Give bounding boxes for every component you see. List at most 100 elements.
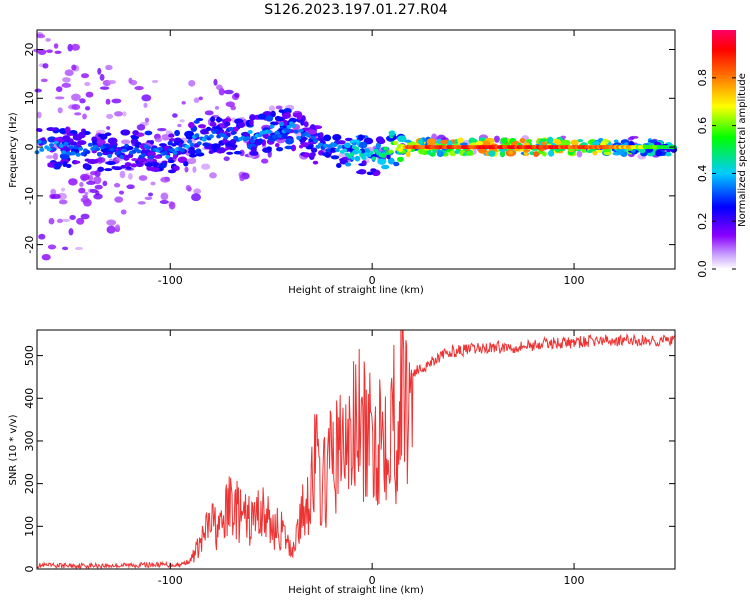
heatmap-band-blob [265,115,274,122]
heatmap-band-blob [339,158,345,162]
heatmap-band-blob [457,137,464,144]
heatmap-ridge-cell [148,155,154,160]
heatmap-y-label: Frequency (Hz) [8,112,19,188]
heatmap-noise-blob [192,166,197,173]
heatmap-ridge-cell [247,130,253,134]
heatmap-noise-blob [84,191,89,196]
heatmap-ridge-cell [276,134,282,139]
heatmap-band-blob [354,155,361,162]
heatmap-ridge-cell [305,133,311,138]
heatmap-noise-blob [113,183,121,188]
x-tick-label: 100 [564,574,585,587]
heatmap-band-blob [336,162,342,169]
heatmap-ridge-cell [354,146,360,151]
heatmap-ridge-cell [68,145,74,150]
colorbar-tick-label: 0.0 [696,260,709,278]
heatmap-band-blob [146,157,155,162]
y-tick-label: 400 [23,388,36,409]
heatmap-ridge-cell [361,155,367,160]
heatmap-noise-blob [51,193,61,200]
heatmap-band-blob [218,147,226,154]
heatmap-band-blob [404,139,412,143]
heatmap-noise-blob [576,150,583,158]
heatmap-ridge-cell [269,124,275,129]
heatmap-noise-blob [68,228,74,236]
heatmap-band-blob [648,139,658,143]
heatmap-noise-blob [144,117,150,123]
heatmap-band-blob [120,129,131,136]
heatmap-band-blob [533,151,540,158]
heatmap-band-blob [282,112,290,120]
heatmap-noise-blob [106,126,111,130]
heatmap-noise-blob [45,38,51,42]
heatmap-noise-blob [76,217,85,225]
heatmap-band-blob [193,120,200,124]
heatmap-noise-blob [191,193,201,202]
heatmap-band-blob [300,119,305,126]
heatmap-band-blob [285,137,294,145]
heatmap-band-blob [102,151,110,156]
heatmap-noise-blob [34,88,42,93]
heatmap-band-blob [359,141,368,149]
heatmap-noise-blob [223,156,230,162]
heatmap-noise-blob [188,157,197,164]
heatmap-band-blob [602,148,612,153]
heatmap-ridge-cell [342,148,348,153]
heatmap-ridge-cell [119,155,125,159]
y-tick-label: 20 [23,43,36,57]
heatmap-band-blob [47,136,57,143]
heatmap-band-blob [202,142,210,147]
heatmap-band-blob [547,136,554,144]
heatmap-noise-blob [120,209,127,215]
heatmap-noise-blob [188,80,196,87]
heatmap-noise-blob [275,105,283,110]
heatmap-band-blob [310,147,318,153]
heatmap-ridge-cell [368,150,374,155]
heatmap-band-blob [173,137,182,144]
snr-frame [36,329,676,570]
x-tick-label: 100 [564,274,585,287]
x-tick-label: 0 [369,574,376,587]
heatmap-noise-blob [85,91,94,98]
heatmap-band-blob [152,161,159,168]
heatmap-band-blob [276,146,284,152]
heatmap-noise-blob [46,49,53,54]
heatmap-band-blob [158,162,167,169]
y-tick-label: 0 [23,566,36,573]
heatmap-ridge-cell [381,153,386,158]
heatmap-ridge-cell [97,152,103,157]
heatmap-noise-blob [71,93,81,101]
heatmap-band-blob [73,148,79,153]
heatmap-band-blob [158,143,167,147]
heatmap-ridge-cell [75,152,81,157]
heatmap-ridge-cell [61,150,67,155]
heatmap-ridge-cell [223,135,229,140]
heatmap-ridge-cell [310,135,316,140]
heatmap-band-blob [592,140,600,146]
heatmap-ridge-cell [46,147,52,152]
heatmap-ridge-cell [66,151,71,156]
heatmap-band-blob [386,154,391,160]
heatmap-ridge-cell [87,142,93,147]
heatmap-band-blob [500,137,508,144]
heatmap-noise-blob [160,192,169,201]
heatmap-noise-blob [160,176,171,183]
heatmap-band-blob [64,126,71,133]
heatmap-noise-blob [213,78,218,86]
heatmap-band-blob [250,146,257,153]
heatmap-noise-blob [71,64,77,71]
heatmap-noise-blob [261,158,269,164]
heatmap-band-blob [284,145,293,150]
heatmap-band-blob [312,160,319,165]
heatmap-noise-blob [93,193,103,200]
heatmap-band-blob [397,156,404,163]
heatmap-band-blob [343,142,351,149]
heatmap-noise-blob [157,127,167,132]
heatmap-noise-blob [53,43,59,49]
heatmap-noise-blob [181,100,186,105]
chart-title: S126.2023.197.01.27.R04 [264,2,447,18]
heatmap-noise-blob [159,199,169,205]
heatmap-ridge-cell [78,146,84,151]
heatmap-band-blob [469,138,478,144]
heatmap-band-blob [144,130,153,136]
